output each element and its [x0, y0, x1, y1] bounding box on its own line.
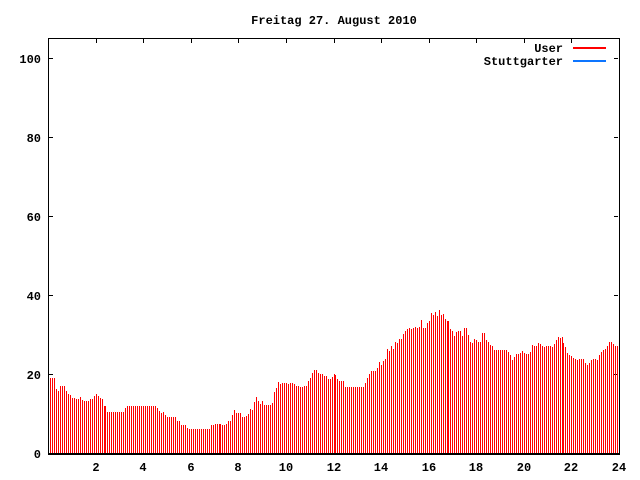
svg-text:12: 12	[327, 461, 341, 475]
svg-text:20: 20	[517, 461, 531, 475]
svg-text:6: 6	[187, 461, 194, 475]
svg-text:100: 100	[19, 53, 41, 67]
svg-text:2: 2	[92, 461, 99, 475]
svg-text:60: 60	[27, 211, 41, 225]
svg-text:20: 20	[27, 369, 41, 383]
svg-text:22: 22	[564, 461, 578, 475]
svg-text:Stuttgarter: Stuttgarter	[484, 55, 563, 69]
svg-text:16: 16	[422, 461, 436, 475]
svg-text:8: 8	[234, 461, 241, 475]
svg-text:0: 0	[34, 448, 41, 462]
svg-text:User: User	[534, 42, 563, 56]
svg-text:10: 10	[279, 461, 293, 475]
svg-text:4: 4	[139, 461, 146, 475]
svg-text:14: 14	[374, 461, 388, 475]
svg-text:40: 40	[27, 290, 41, 304]
svg-text:18: 18	[469, 461, 483, 475]
svg-text:80: 80	[27, 132, 41, 146]
svg-text:Freitag 27. August 2010: Freitag 27. August 2010	[251, 14, 417, 28]
svg-text:24: 24	[612, 461, 626, 475]
